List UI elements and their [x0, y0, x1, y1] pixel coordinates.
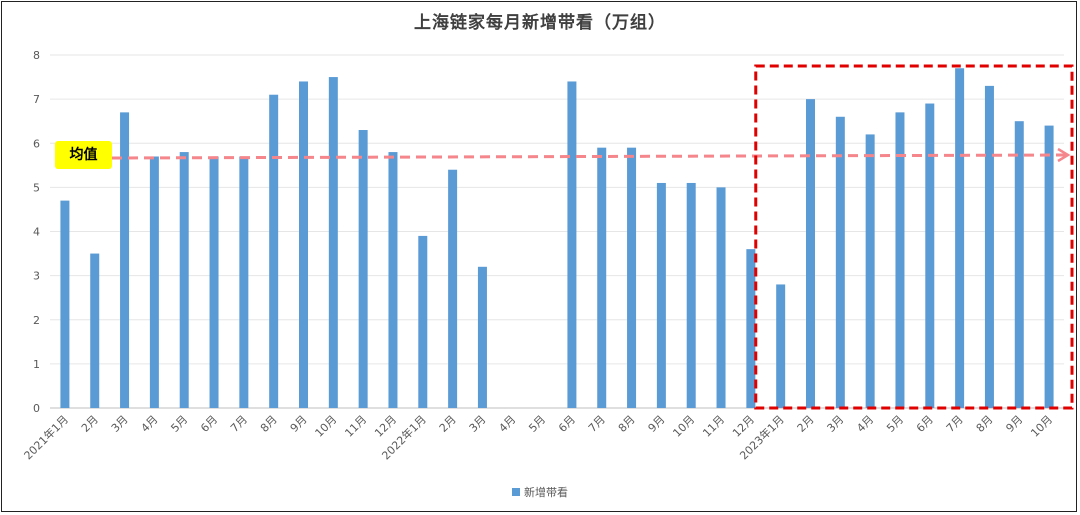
x-tick-label: 3月	[109, 413, 131, 435]
bar	[448, 169, 458, 408]
x-tick-label: 5月	[526, 413, 548, 435]
highlight-box	[754, 64, 1074, 410]
bar	[776, 284, 786, 408]
bar	[179, 152, 189, 408]
bar	[984, 85, 994, 408]
legend-label: 新增带看	[524, 486, 568, 499]
y-tick-label: 5	[33, 181, 40, 194]
x-tick-label: 6月	[914, 413, 936, 435]
x-tick-label: 7月	[586, 413, 608, 435]
bar	[716, 187, 726, 408]
x-tick-label: 4月	[139, 413, 161, 435]
y-tick-label: 8	[33, 49, 40, 62]
x-tick-label: 4月	[854, 413, 876, 435]
bar	[477, 266, 487, 408]
y-tick-label: 0	[33, 402, 40, 415]
bar	[1044, 125, 1054, 408]
bar	[60, 200, 70, 408]
bar	[149, 156, 159, 408]
bar	[955, 68, 965, 409]
x-tick-label: 6月	[556, 413, 578, 435]
x-tick-label: 10月	[1028, 413, 1055, 440]
y-tick-label: 3	[33, 270, 40, 283]
y-tick-label: 2	[33, 314, 40, 327]
bar	[269, 94, 279, 409]
bar	[328, 77, 338, 408]
bar	[120, 112, 130, 409]
x-tick-label: 10月	[670, 413, 697, 440]
x-tick-label: 9月	[288, 413, 310, 435]
y-axis-ticks: 0 1 2 3 4 5 6 7 8	[33, 49, 40, 415]
bars	[60, 68, 1054, 409]
x-tick-label: 9月	[646, 413, 668, 435]
average-arrowhead	[1057, 147, 1071, 163]
x-tick-label: 2021年1月	[21, 412, 71, 462]
y-tick-label: 4	[33, 226, 40, 239]
y-tick-label: 1	[33, 358, 40, 371]
gridlines	[50, 54, 1064, 409]
bar	[358, 130, 368, 408]
legend-swatch	[512, 488, 520, 496]
x-tick-label: 2月	[437, 413, 459, 435]
bar	[656, 182, 666, 408]
bar	[209, 156, 219, 408]
x-tick-label: 3月	[467, 413, 489, 435]
x-tick-label: 5月	[884, 413, 906, 435]
bar	[925, 103, 935, 408]
bar	[418, 235, 428, 408]
bar	[686, 182, 696, 408]
legend: 新增带看	[0, 484, 1080, 500]
x-tick-label: 9月	[1003, 413, 1025, 435]
bar	[806, 99, 815, 408]
bar	[865, 134, 875, 409]
x-tick-label: 4月	[496, 413, 518, 435]
y-tick-label: 7	[33, 93, 40, 106]
bar	[627, 147, 637, 408]
chart-title: 上海链家每月新增带看（万组）	[414, 13, 666, 33]
bar	[597, 147, 607, 408]
bar	[388, 152, 398, 408]
bar	[90, 253, 100, 408]
average-line	[111, 153, 1067, 160]
bar	[239, 156, 249, 408]
x-tick-label: 8月	[616, 413, 638, 435]
x-tick-label: 6月	[198, 413, 220, 435]
x-tick-label: 8月	[258, 413, 280, 435]
x-tick-label: 2月	[79, 413, 101, 435]
x-tick-label: 2月	[795, 413, 817, 435]
bar	[299, 81, 308, 408]
x-tick-label: 5月	[168, 413, 190, 435]
x-tick-label: 11月	[342, 413, 369, 440]
annotations	[111, 64, 1074, 410]
x-tick-label: 3月	[825, 413, 847, 435]
x-tick-label: 12月	[372, 413, 399, 440]
bar	[895, 112, 905, 409]
bar	[567, 81, 577, 408]
y-tick-label: 6	[33, 137, 40, 150]
x-tick-label: 7月	[228, 413, 250, 435]
bar	[1014, 121, 1024, 408]
bar	[835, 116, 845, 409]
average-label: 均值	[55, 141, 112, 169]
bar	[746, 249, 756, 408]
x-tick-label: 12月	[730, 413, 757, 440]
x-tick-label: 10月	[313, 413, 340, 440]
x-tick-label: 7月	[944, 413, 966, 435]
x-tick-label: 8月	[974, 413, 996, 435]
x-tick-label: 11月	[700, 413, 727, 440]
